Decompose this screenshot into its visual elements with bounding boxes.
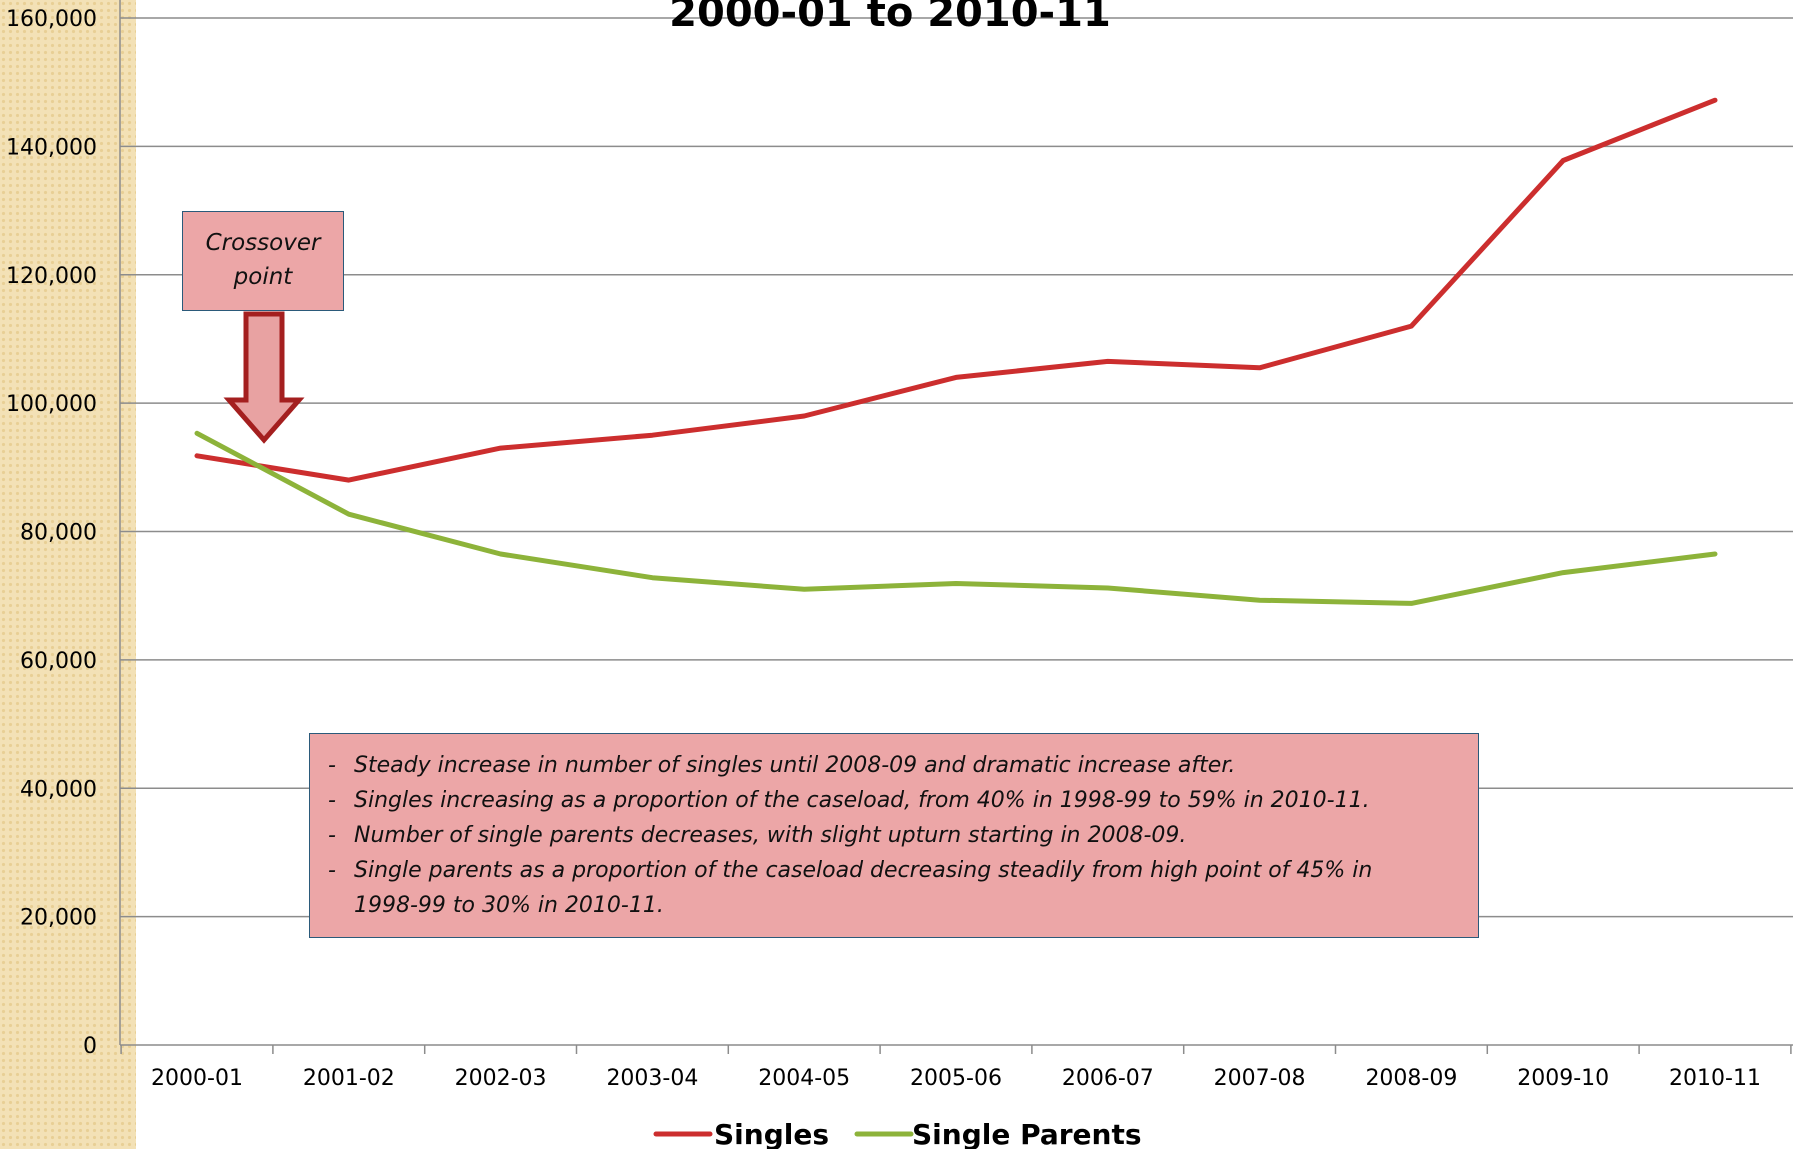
- x-tick-label: 2003-04: [606, 1066, 698, 1091]
- x-tick-label: 2005-06: [910, 1066, 1002, 1091]
- y-tick-label: 20,000: [20, 906, 97, 931]
- note-item: Steady increase in number of singles unt…: [328, 748, 1462, 783]
- y-tick-label: 160,000: [6, 7, 97, 32]
- chart-title: 2000-01 to 2010-11: [669, 0, 1111, 36]
- y-tick-label: 100,000: [6, 392, 97, 417]
- y-tick-label: 0: [83, 1034, 97, 1059]
- notes-box: Steady increase in number of singles unt…: [309, 733, 1479, 938]
- crossover-callout: Crossover point: [182, 211, 344, 311]
- x-tick-label: 2009-10: [1517, 1066, 1609, 1091]
- x-tick-label: 2001-02: [303, 1066, 395, 1091]
- x-tick-label: 2000-01: [151, 1066, 243, 1091]
- note-item: Single parents as a proportion of the ca…: [328, 853, 1394, 923]
- x-tick-label: 2006-07: [1062, 1066, 1154, 1091]
- x-tick-label: 2010-11: [1669, 1066, 1761, 1091]
- legend-label: Single Parents: [912, 1118, 1142, 1149]
- y-tick-label: 140,000: [6, 135, 97, 160]
- x-tick-label: 2008-09: [1365, 1066, 1457, 1091]
- y-tick-label: 80,000: [20, 521, 97, 546]
- y-tick-label: 120,000: [6, 264, 97, 289]
- note-item: Singles increasing as a proportion of th…: [328, 783, 1462, 818]
- y-tick-label: 40,000: [20, 777, 97, 802]
- notes-list: Steady increase in number of singles unt…: [328, 748, 1462, 923]
- chart-legend: Singles Single Parents: [653, 1118, 1142, 1149]
- note-item: Number of single parents decreases, with…: [328, 818, 1462, 853]
- legend-label: Singles: [714, 1118, 829, 1149]
- down-arrow-icon: [223, 311, 305, 444]
- x-tick-label: 2002-03: [455, 1066, 547, 1091]
- series-line-single-parents: [194, 430, 1718, 606]
- x-tick-label: 2004-05: [758, 1066, 850, 1091]
- decorative-sidebar-stripe: [0, 0, 136, 1149]
- y-tick-label: 60,000: [20, 649, 97, 674]
- series-line-singles: [194, 97, 1718, 483]
- x-tick-label: 2007-08: [1214, 1066, 1306, 1091]
